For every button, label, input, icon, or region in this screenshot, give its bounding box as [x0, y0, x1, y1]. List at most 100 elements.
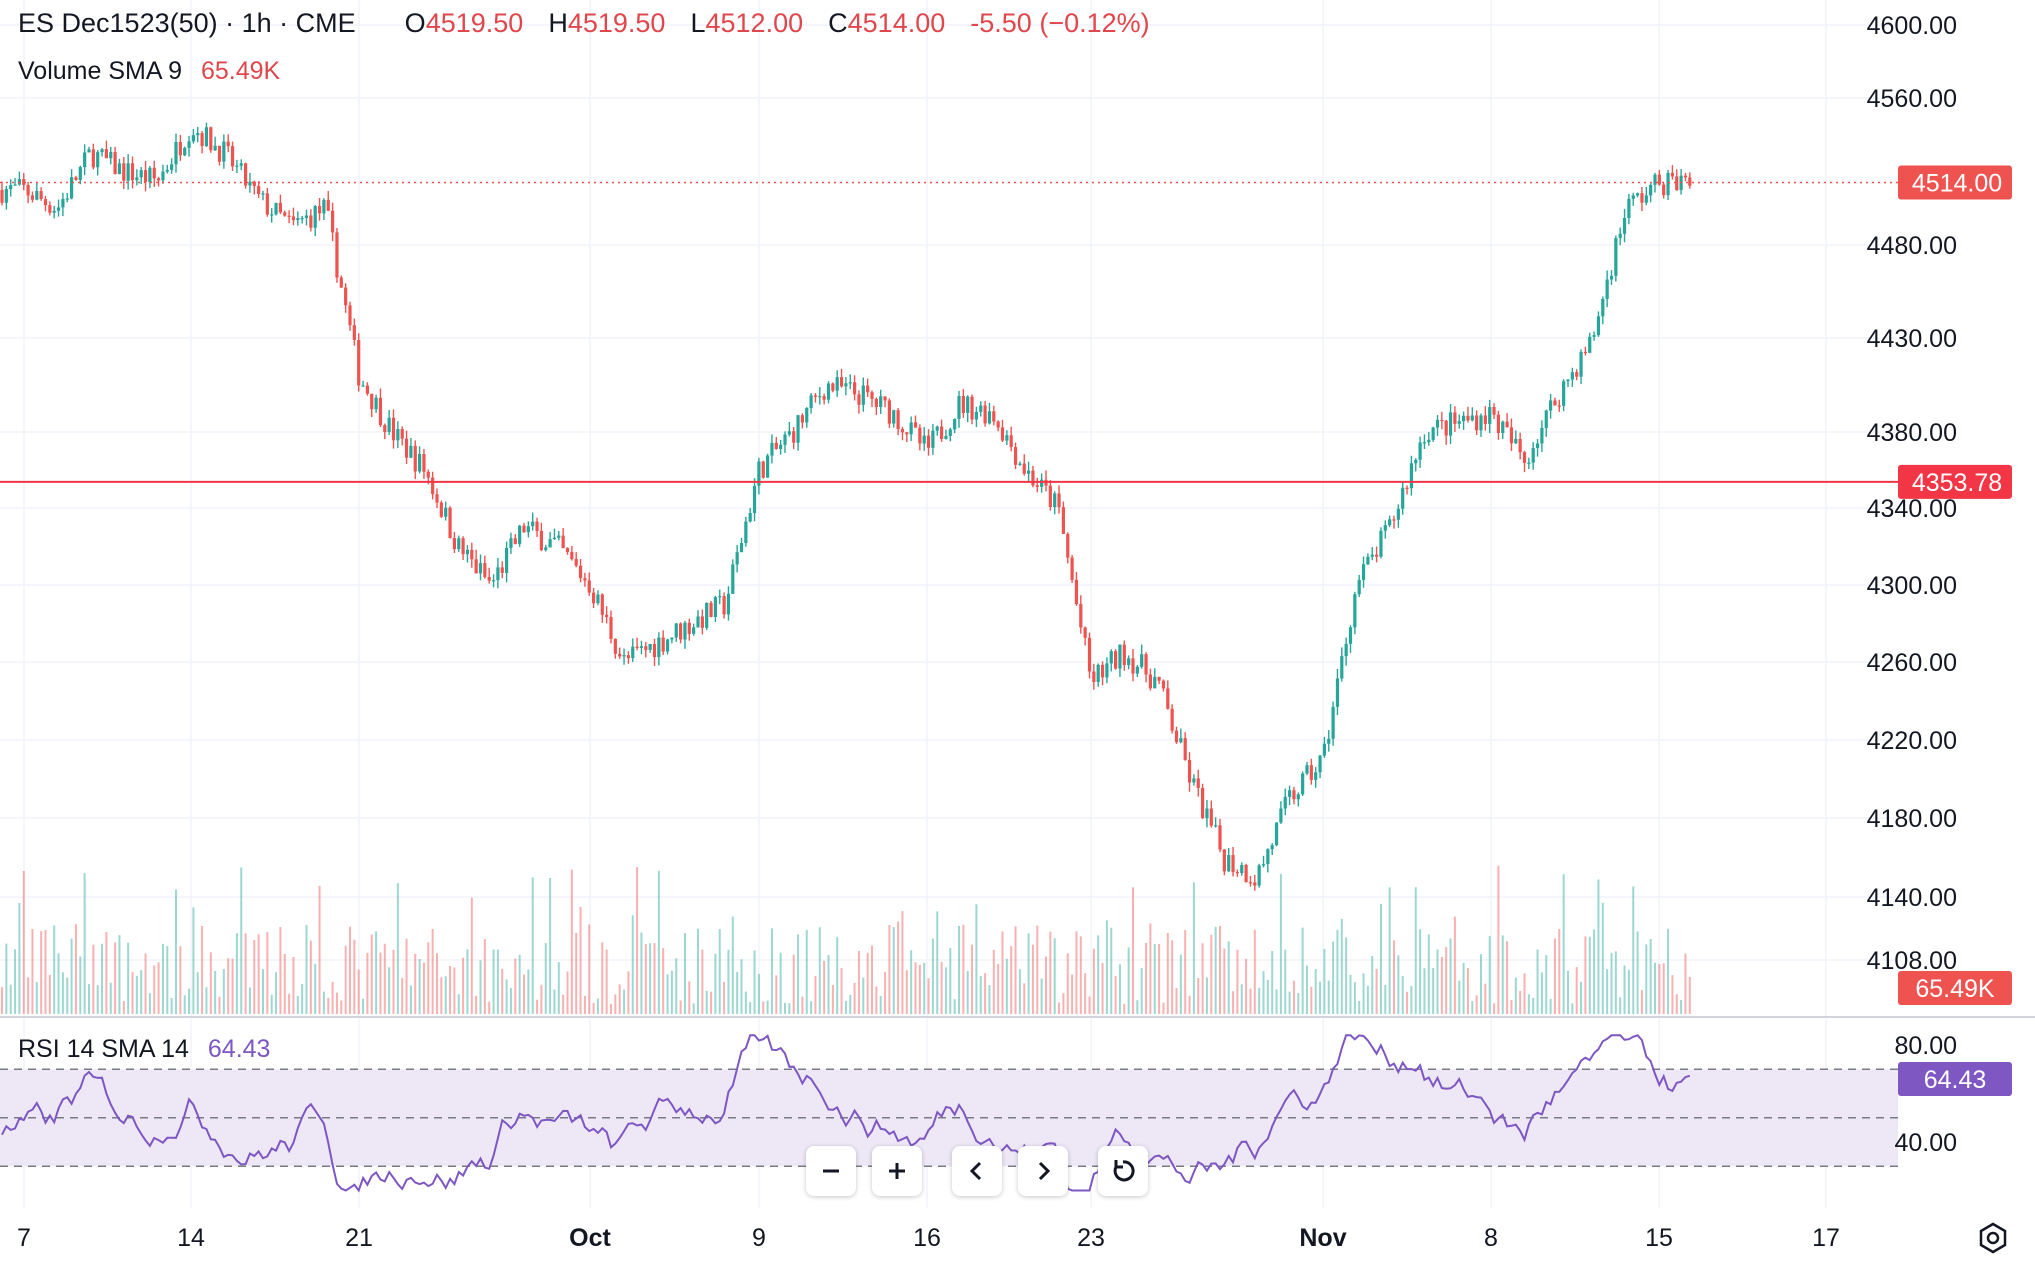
candle-body: [1179, 738, 1183, 743]
candle-body: [618, 653, 622, 657]
candle-body: [1653, 174, 1657, 185]
candle-body: [457, 538, 461, 550]
rsi-axis-tick-label: 40.00: [1894, 1129, 1957, 1157]
time-axis-tick-label: 17: [1812, 1224, 1840, 1252]
candle-body: [613, 638, 617, 654]
candle-body: [1501, 421, 1505, 433]
candle-body: [1305, 765, 1309, 774]
price-axis-tick-label: 4300.00: [1867, 572, 1957, 600]
candle-body: [718, 596, 722, 598]
zoom-out-button[interactable]: [806, 1146, 856, 1196]
candle-body: [1218, 825, 1222, 850]
candle-body: [1096, 664, 1100, 682]
candle-body: [1240, 864, 1244, 874]
candle-body: [587, 580, 591, 593]
ohlc-low-value: 4512.00: [705, 8, 804, 38]
candle-body: [1592, 335, 1596, 337]
candle-body: [596, 594, 600, 604]
candle-body: [439, 502, 443, 517]
candle-body: [652, 643, 657, 658]
candle-body: [1031, 470, 1035, 486]
candle-body: [839, 377, 844, 387]
candle-body: [357, 340, 361, 386]
candle-body: [635, 646, 639, 648]
price-axis-tick-label: 4480.00: [1867, 232, 1957, 260]
candle-body: [1540, 427, 1544, 444]
candle-body: [1087, 637, 1092, 672]
candle-body: [1553, 400, 1557, 406]
candle-body: [744, 521, 748, 544]
candle-body: [213, 145, 217, 151]
candle-body: [239, 163, 243, 166]
candle-body: [844, 383, 848, 387]
candle-body: [748, 513, 752, 522]
zoom-in-button[interactable]: [872, 1146, 922, 1196]
candle-body: [1614, 238, 1618, 276]
candle-body: [1118, 644, 1122, 669]
candle-body: [474, 559, 478, 574]
candle-body: [774, 442, 778, 450]
candle-body: [1431, 427, 1435, 440]
candle-body: [1622, 218, 1627, 234]
candle-body: [1627, 198, 1631, 219]
candle-body: [9, 185, 13, 190]
zoom-out-icon: [823, 1169, 839, 1173]
axes: 4600.00 4560.00 4480.00 4430.00 4380.00 4340.…: [0, 12, 2035, 1252]
reset-chart-button[interactable]: [1098, 1146, 1148, 1196]
candle-body: [648, 643, 652, 650]
candle-body: [1479, 415, 1483, 431]
candle-body: [65, 198, 69, 200]
candle-body: [335, 232, 339, 278]
candle-body: [1348, 627, 1353, 644]
scroll-left-button[interactable]: [952, 1146, 1002, 1196]
candle-body: [452, 538, 456, 550]
candle-body: [565, 548, 570, 553]
candle-body: [413, 445, 417, 472]
candle-body: [1288, 790, 1292, 797]
candle-body: [1649, 184, 1653, 196]
chart-settings-button[interactable]: [1977, 1222, 2009, 1259]
candle-body: [374, 397, 378, 410]
candle-body: [161, 171, 165, 181]
candle-body: [1127, 658, 1131, 665]
candle-body: [487, 576, 491, 581]
candle-body: [1122, 644, 1126, 665]
candle-body: [1688, 177, 1692, 186]
rsi-line: [1, 1034, 1691, 1193]
candle-body: [931, 430, 935, 448]
candle-body: [1657, 174, 1661, 185]
volume-tag-box: [1898, 971, 2012, 1005]
candle-body: [692, 627, 696, 634]
candle-body: [1470, 415, 1474, 421]
candle-body: [1466, 415, 1470, 421]
candle-body: [222, 141, 226, 162]
candle-body: [644, 646, 648, 650]
candle-body: [139, 170, 143, 178]
candle-body: [1353, 594, 1357, 628]
candle-body: [887, 400, 891, 424]
candle-body: [713, 597, 717, 617]
candle-body: [870, 392, 874, 399]
candle-body: [1388, 519, 1392, 526]
candle-body: [1174, 730, 1179, 743]
scroll-right-button[interactable]: [1018, 1146, 1068, 1196]
price-axis-tick-label: 4340.00: [1867, 495, 1957, 523]
candle-body: [1370, 554, 1374, 557]
candle-body: [909, 422, 913, 435]
candle-body: [1605, 279, 1609, 299]
candle-body: [170, 164, 174, 170]
candle-body: [83, 152, 87, 168]
candle-body: [1435, 419, 1440, 428]
candle-body: [378, 397, 383, 426]
time-axis-tick-label: 7: [17, 1224, 31, 1252]
candle-body: [235, 165, 239, 167]
price-axis-tick-label: 4430.00: [1867, 325, 1957, 353]
scroll-right-icon: [1038, 1161, 1051, 1181]
candle-body: [770, 442, 774, 456]
candle-body: [1462, 415, 1466, 422]
price-axis-tick-label: 4108.00: [1867, 947, 1957, 975]
price-axis-tick-label: 4220.00: [1867, 727, 1957, 755]
candle-body: [1274, 822, 1279, 846]
candle-body: [1022, 463, 1026, 474]
